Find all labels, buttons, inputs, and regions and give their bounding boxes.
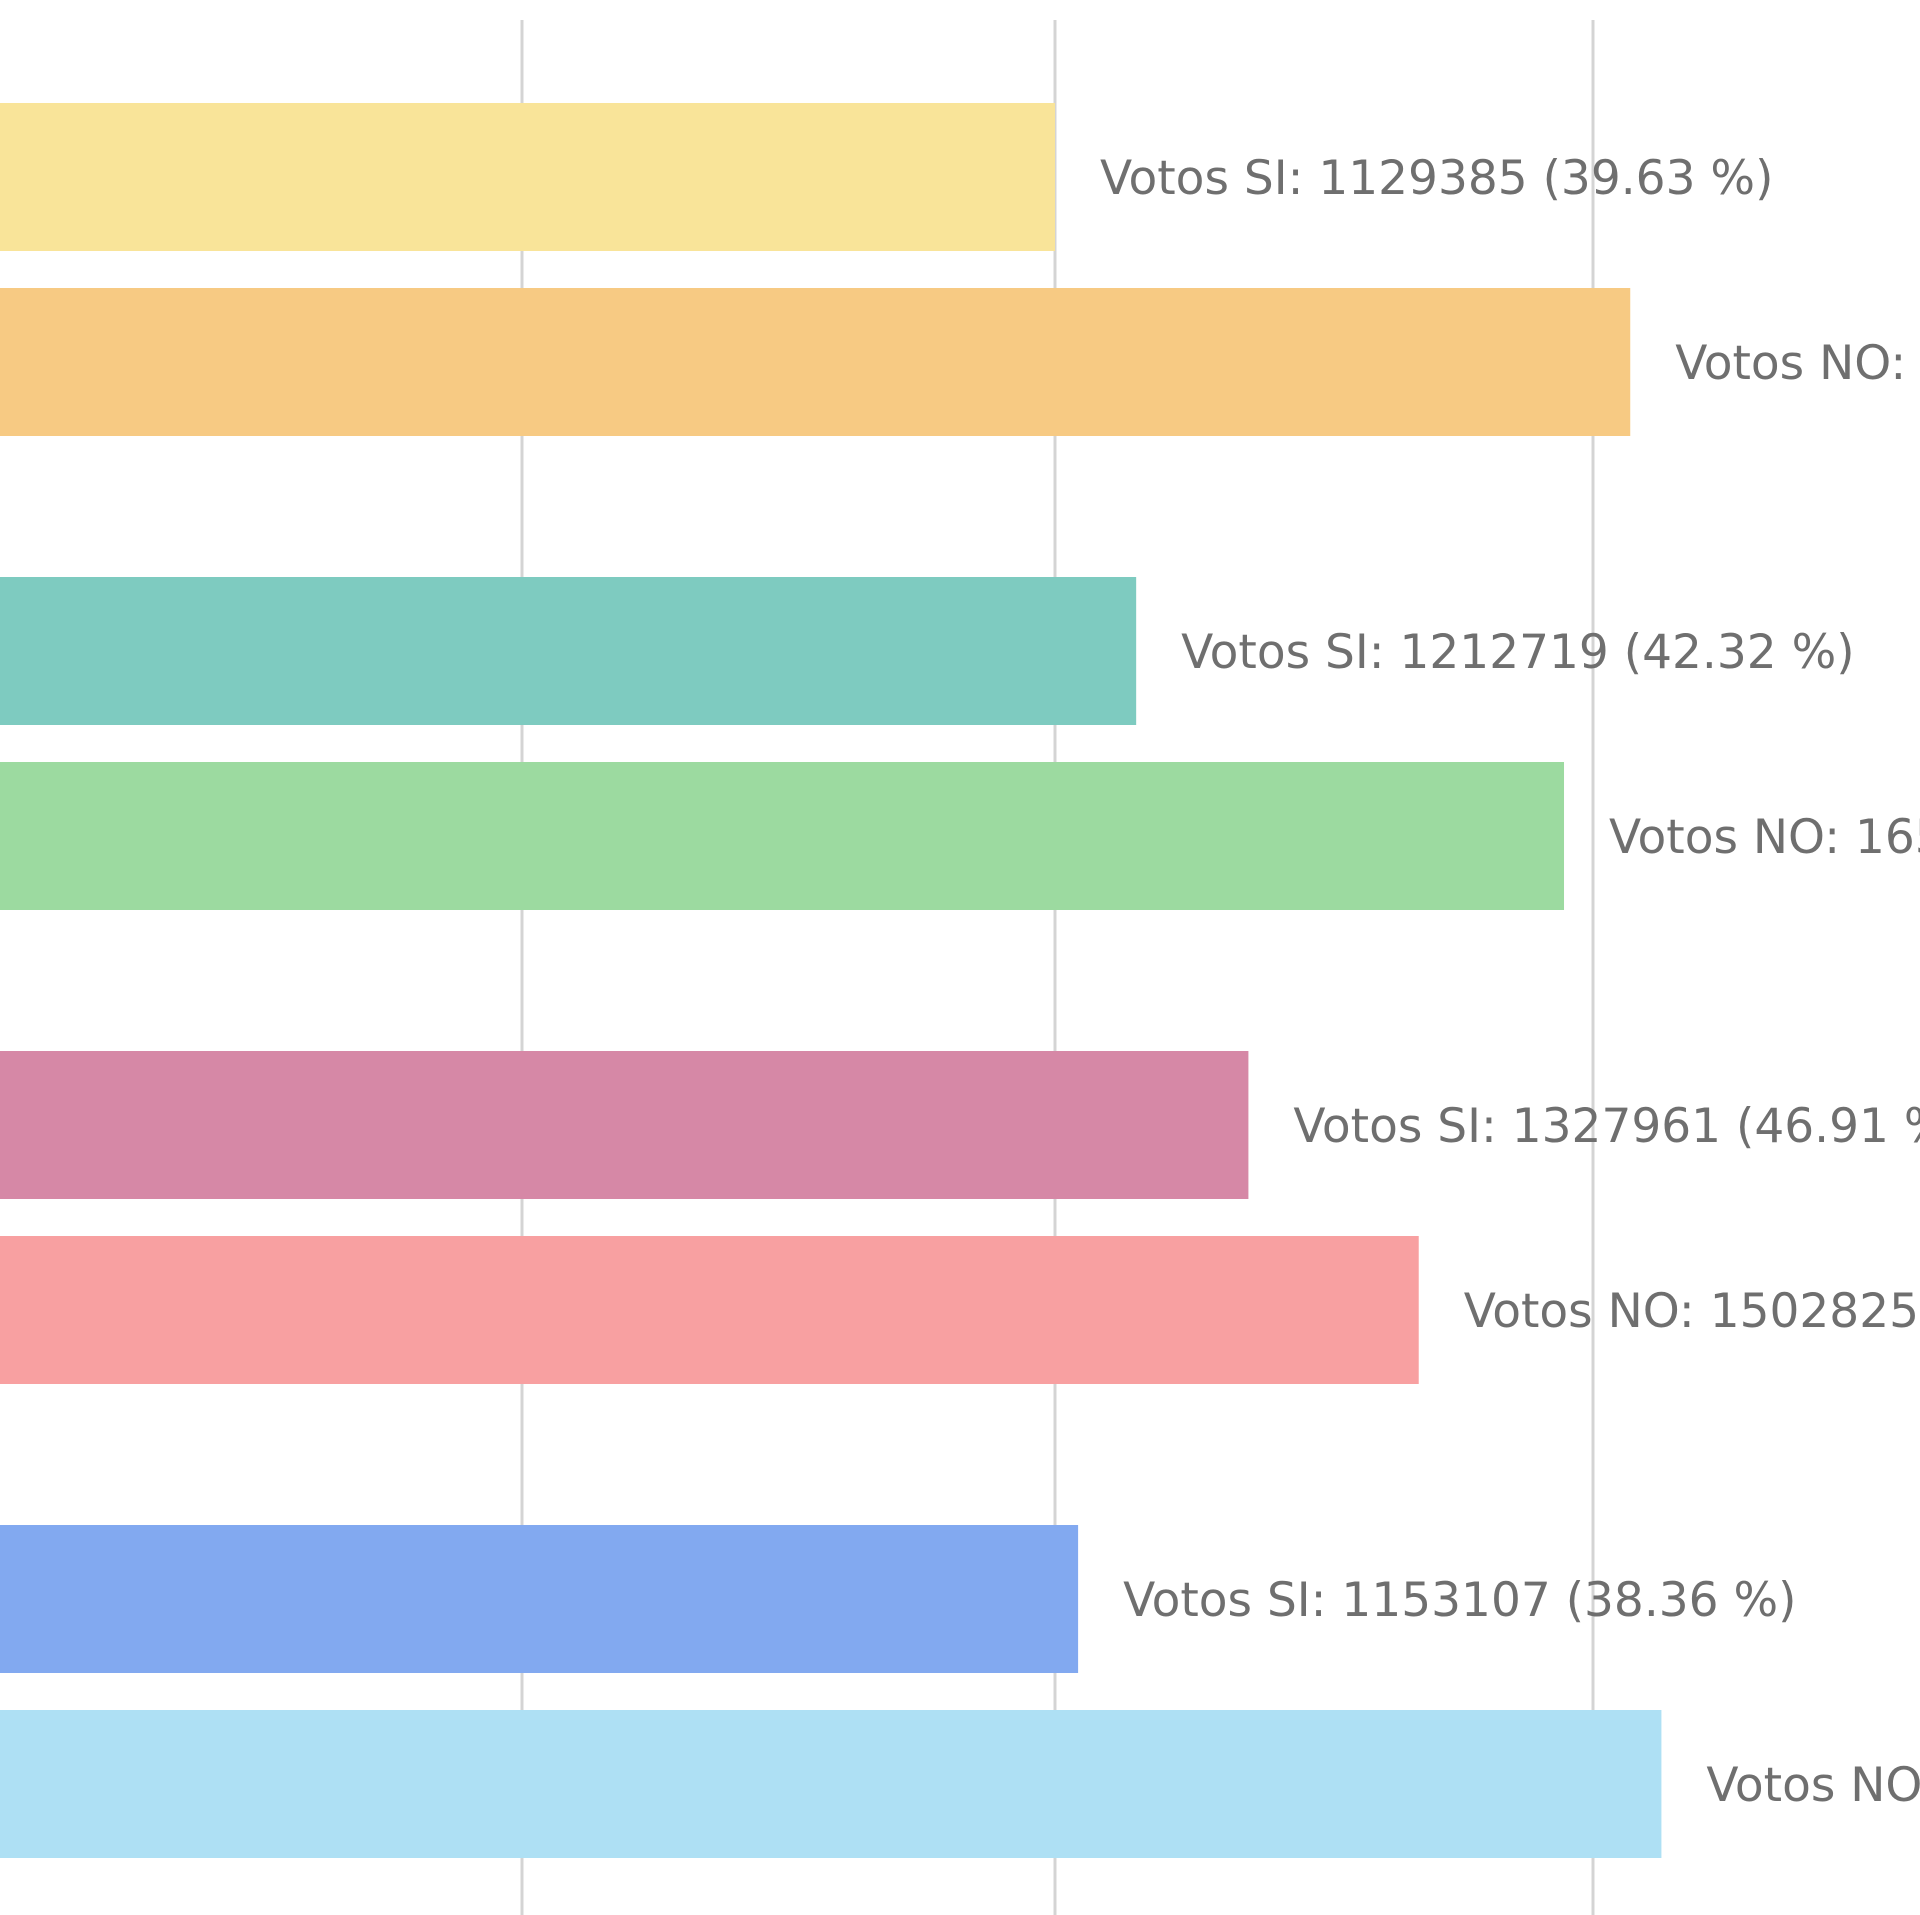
bar-group3-no xyxy=(0,1236,1419,1384)
data-label-group3-no: Votos NO: 1502825 (5 xyxy=(1464,1284,1920,1339)
bar-group4-no xyxy=(0,1710,1662,1858)
bar-group2-no xyxy=(0,762,1565,910)
data-label-group2-no: Votos NO: 1652 xyxy=(1609,810,1920,865)
data-label-group1-no: Votos NO: 1 xyxy=(1675,336,1920,391)
data-label-group1-si: Votos SI: 1129385 (39.63 %) xyxy=(1100,151,1773,206)
bar-group1-si xyxy=(0,103,1055,251)
bar-group1-no xyxy=(0,288,1631,436)
bar-group2-si xyxy=(0,577,1137,725)
data-label-group2-si: Votos SI: 1212719 (42.32 %) xyxy=(1181,625,1854,680)
bars xyxy=(0,103,1662,1858)
bar-group4-si xyxy=(0,1525,1079,1673)
data-label-group4-si: Votos SI: 1153107 (38.36 %) xyxy=(1123,1573,1796,1628)
data-label-group3-si: Votos SI: 1327961 (46.91 %) xyxy=(1293,1099,1920,1154)
data-labels: Votos SI: 1129385 (39.63 %) Votos NO: 1 Vo… xyxy=(1100,151,1920,1813)
data-label-group4-no: Votos NO: xyxy=(1706,1758,1920,1813)
bar-group3-si xyxy=(0,1051,1249,1199)
